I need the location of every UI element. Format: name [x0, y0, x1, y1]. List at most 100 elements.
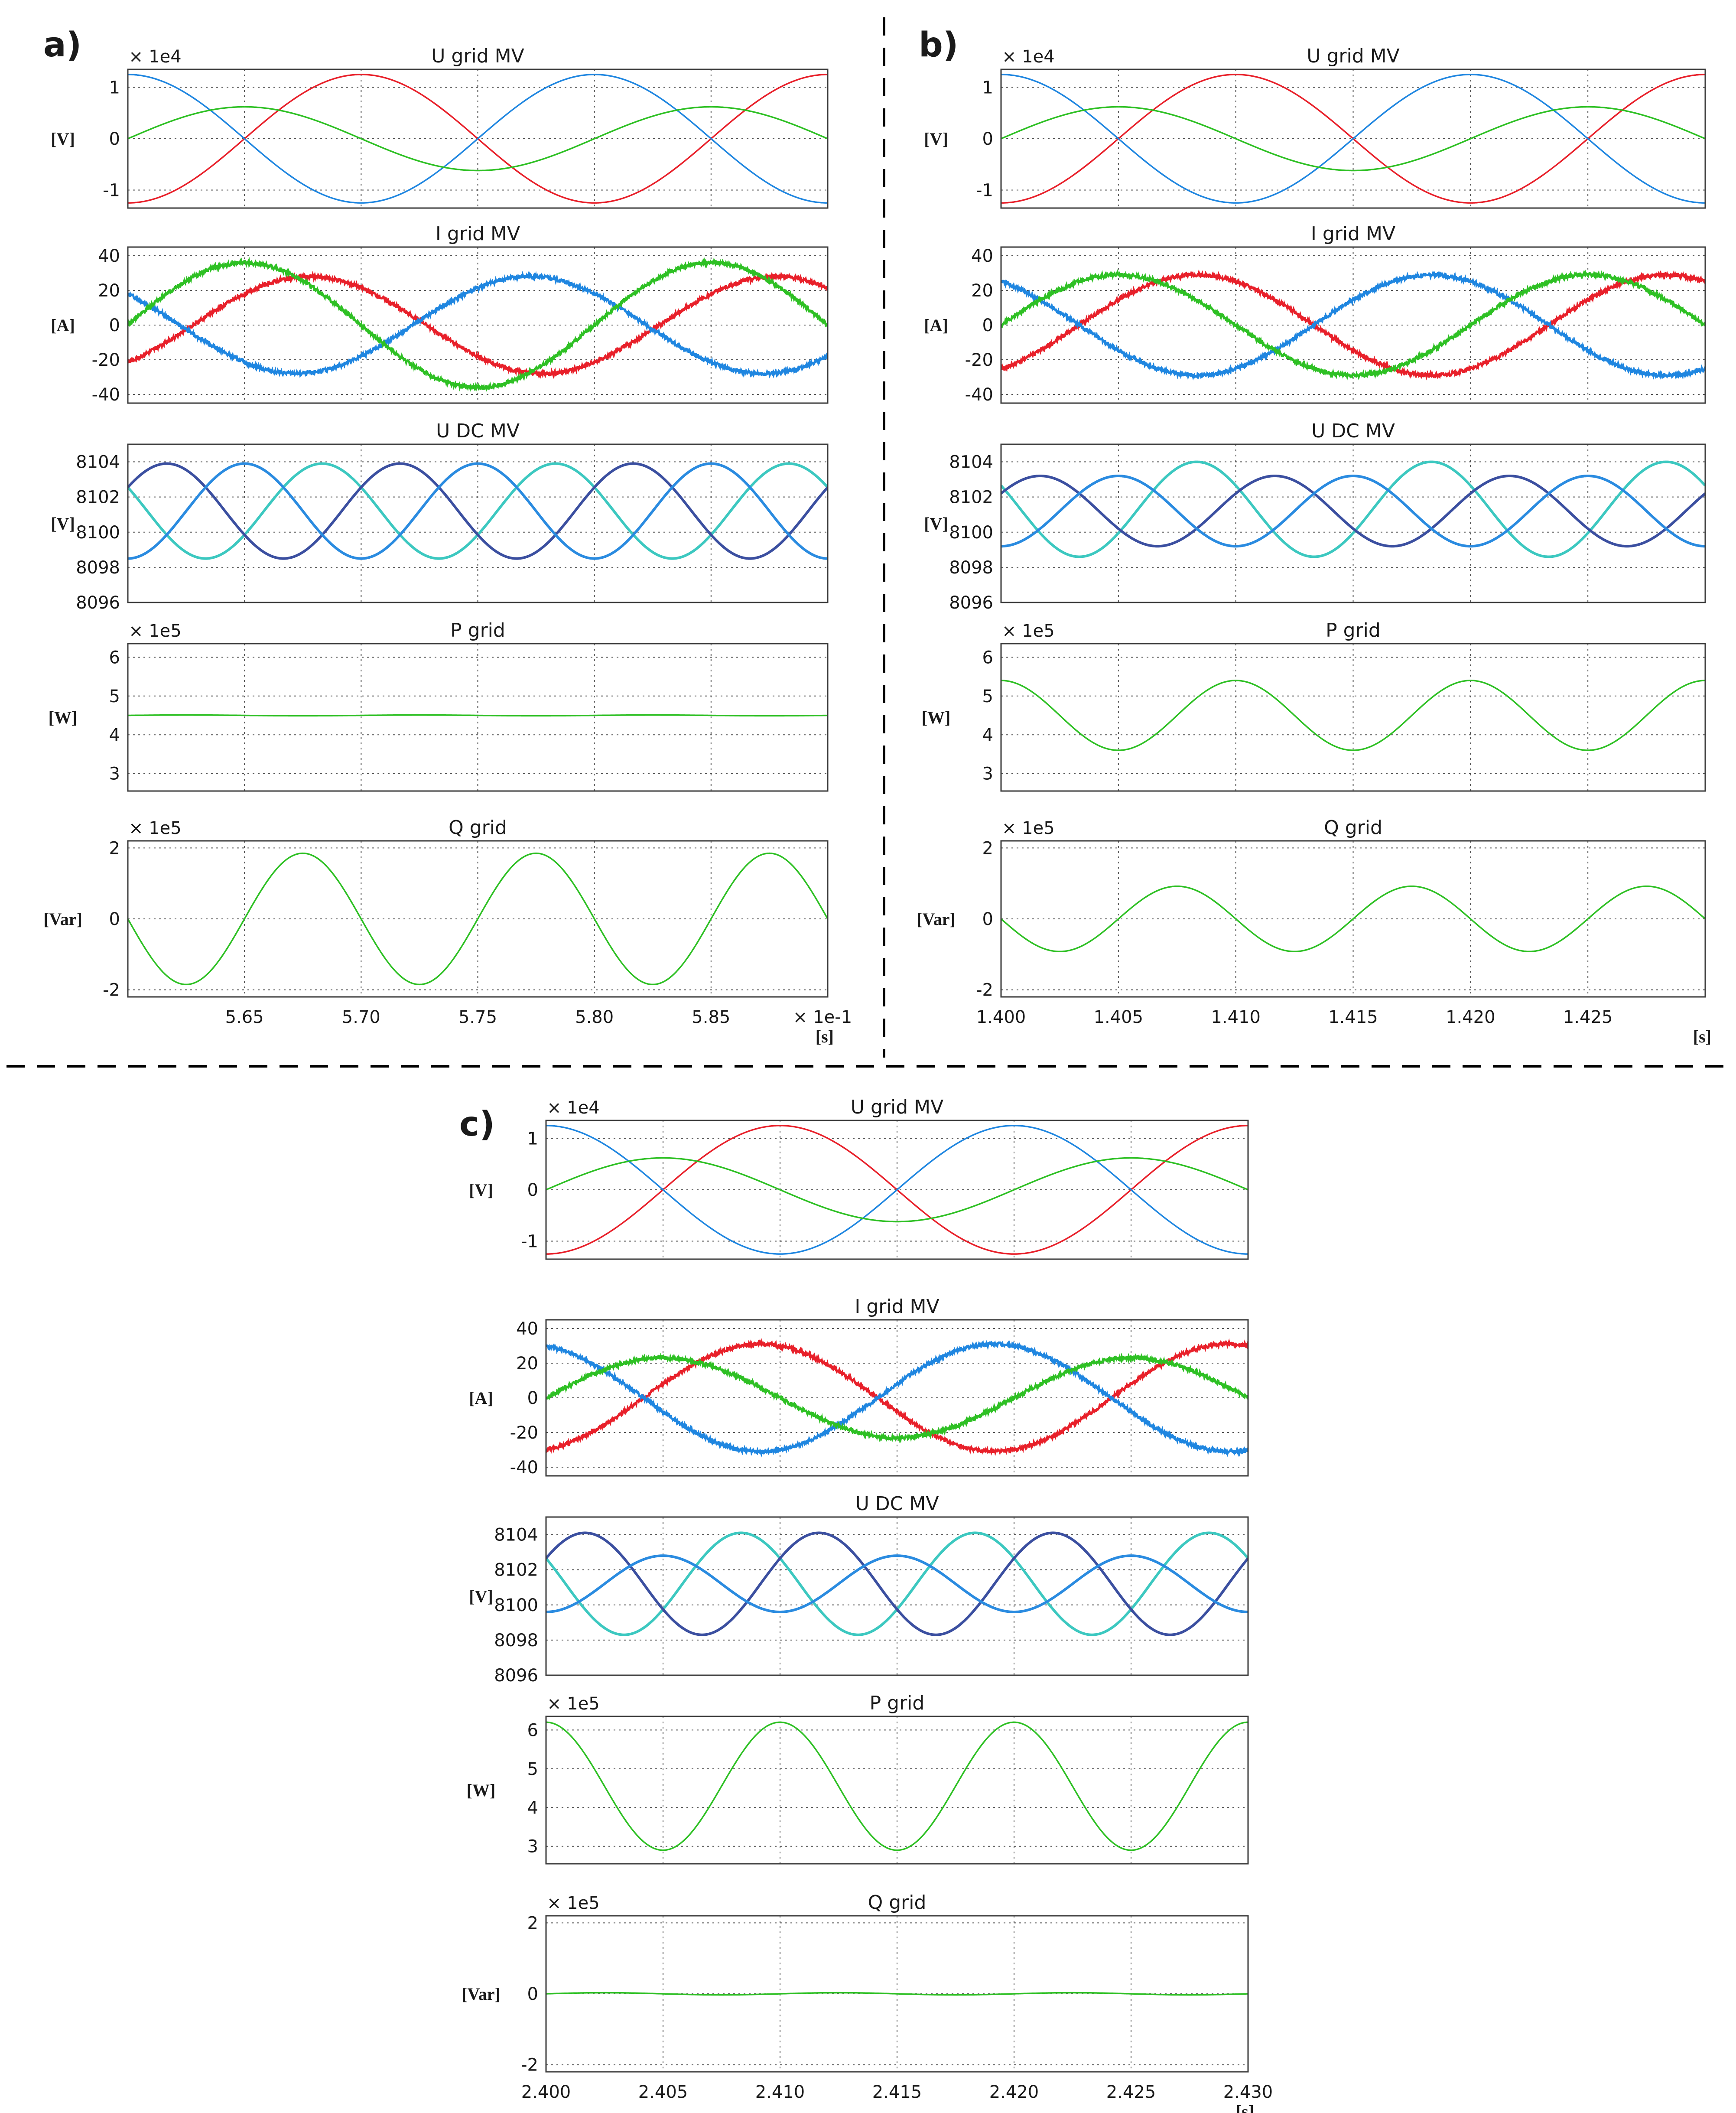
y-tick-label: -2 [521, 2055, 538, 2075]
plot-frame [1000, 643, 1706, 792]
plot-frame [127, 840, 829, 998]
y-tick-label: 40 [971, 246, 993, 266]
panel-label: a) [43, 26, 81, 65]
y-tick-label: 5 [982, 687, 993, 707]
series-phase-blue [546, 1339, 1248, 1458]
y-tick-label: 8104 [76, 453, 120, 472]
y-tick-label: 8102 [949, 488, 993, 508]
subplot-q-grid: 2 0 -2 Q grid × 1e5 [Var] [917, 817, 1706, 1000]
y-tick-label: 2 [982, 838, 993, 858]
series-cell-sky [546, 1554, 1248, 1613]
subplot-q-grid: 2 0 -2 Q grid × 1e5 [Var] [43, 817, 829, 1000]
y-tick-label: 8096 [494, 1666, 538, 1686]
y-tick-label: -1 [521, 1232, 538, 1252]
y-axis-label: [W] [49, 708, 78, 727]
subplot-q-grid: 2 0 -2 Q grid × 1e5 [Var] [462, 1892, 1249, 2075]
y-axis-label: [Var] [462, 1984, 501, 2004]
y-axis-label: [V] [924, 514, 948, 534]
y-tick-label: 8096 [949, 593, 993, 613]
y-tick-label: 1 [982, 78, 993, 98]
series-phase-blue [1001, 74, 1705, 204]
series-cell-navy [1001, 475, 1705, 548]
plot-frame [545, 1516, 1249, 1676]
series-phase-green [546, 1352, 1248, 1444]
y-tick-label: 8100 [76, 523, 120, 543]
y-tick-label: 20 [971, 281, 993, 301]
subplot-title: Q grid [449, 817, 507, 839]
y-scale-label: × 1e5 [129, 818, 182, 838]
series-phase-blue [1001, 270, 1705, 381]
y-tick-label: -2 [976, 980, 993, 1000]
y-tick-label: 5 [527, 1759, 538, 1779]
y-axis-label: [Var] [917, 909, 956, 929]
x-tick-label: 2.400 [521, 2082, 571, 2102]
subplot-title: I grid MV [855, 1296, 939, 1318]
series-active-power [128, 714, 828, 717]
plot-frame [545, 1319, 1249, 1477]
x-tick-label: 5.85 [692, 1007, 730, 1027]
x-tick-label: 2.405 [638, 2082, 688, 2102]
y-scale-label: × 1e5 [1002, 621, 1055, 641]
y-tick-label: -40 [510, 1458, 538, 1478]
y-tick-label: 8102 [76, 488, 120, 508]
y-tick-label: 0 [527, 1180, 538, 1200]
y-tick-label: 6 [527, 1720, 538, 1740]
y-tick-label: -2 [103, 980, 120, 1000]
y-tick-label: 4 [982, 725, 993, 745]
y-axis-label: [A] [469, 1388, 493, 1408]
y-tick-label: 8102 [494, 1560, 538, 1580]
x-tick-label: 1.425 [1563, 1007, 1613, 1027]
series-phase-blue [128, 270, 828, 379]
x-tick-label: 5.80 [575, 1007, 614, 1027]
series-phase-green [128, 106, 828, 172]
y-tick-label: 1 [109, 78, 120, 98]
x-tick-label: 2.415 [872, 2082, 922, 2102]
y-axis-label: [V] [51, 129, 75, 149]
subplot-title: U DC MV [436, 420, 520, 442]
y-tick-label: -20 [965, 350, 993, 370]
plot-frame [127, 246, 829, 404]
y-axis-label: [A] [924, 316, 948, 335]
y-tick-label: 0 [527, 1984, 538, 2004]
y-axis-label: [W] [922, 708, 951, 727]
x-tick-label: 1.415 [1328, 1007, 1378, 1027]
series-cell-teal [1001, 460, 1705, 558]
y-tick-label: 8100 [949, 523, 993, 543]
y-tick-label: 3 [109, 764, 120, 784]
subplot-p-grid: 6 5 4 3 P grid × 1e5 [W] [922, 619, 1706, 792]
y-scale-label: × 1e4 [1002, 47, 1055, 67]
x-tick-label: 1.405 [1094, 1007, 1144, 1027]
y-tick-label: -20 [510, 1423, 538, 1443]
y-tick-label: 2 [527, 1913, 538, 1933]
y-tick-label: -40 [92, 385, 120, 405]
plot-frame [545, 1120, 1249, 1260]
y-tick-label: 8098 [494, 1631, 538, 1651]
y-tick-label: 0 [982, 909, 993, 929]
subplot-title: I grid MV [436, 223, 520, 245]
y-scale-label: × 1e5 [129, 621, 182, 641]
series-cell-sky [1001, 475, 1705, 548]
x-tick-label: 2.420 [989, 2082, 1039, 2102]
subplot-u-grid: 1 0 -1 U grid MV × 1e4 [V] [51, 45, 829, 209]
subplot-title: I grid MV [1311, 223, 1395, 245]
series-active-power [1001, 680, 1705, 751]
subplot-title: P grid [1326, 619, 1381, 641]
plot-frame [1000, 68, 1706, 209]
series-reactive-power [1001, 885, 1705, 953]
subplot-title: U DC MV [1311, 420, 1395, 442]
y-tick-label: 0 [109, 909, 120, 929]
subplot-i-grid: 40 20 0 -20 -40 I grid MV [A] [924, 223, 1706, 405]
subplot-title: P grid [870, 1692, 925, 1714]
y-tick-label: 6 [982, 648, 993, 667]
series-phase-green [128, 257, 828, 392]
series-phase-red [128, 270, 828, 380]
y-scale-label: × 1e4 [547, 1098, 600, 1118]
y-tick-label: 1 [527, 1129, 538, 1149]
y-tick-label: 40 [516, 1319, 538, 1339]
subplot-title: U grid MV [431, 45, 524, 67]
y-axis-label: [V] [51, 514, 75, 534]
y-tick-label: 6 [109, 648, 120, 667]
y-axis-label: [V] [469, 1587, 493, 1606]
y-tick-label: 8100 [494, 1595, 538, 1615]
